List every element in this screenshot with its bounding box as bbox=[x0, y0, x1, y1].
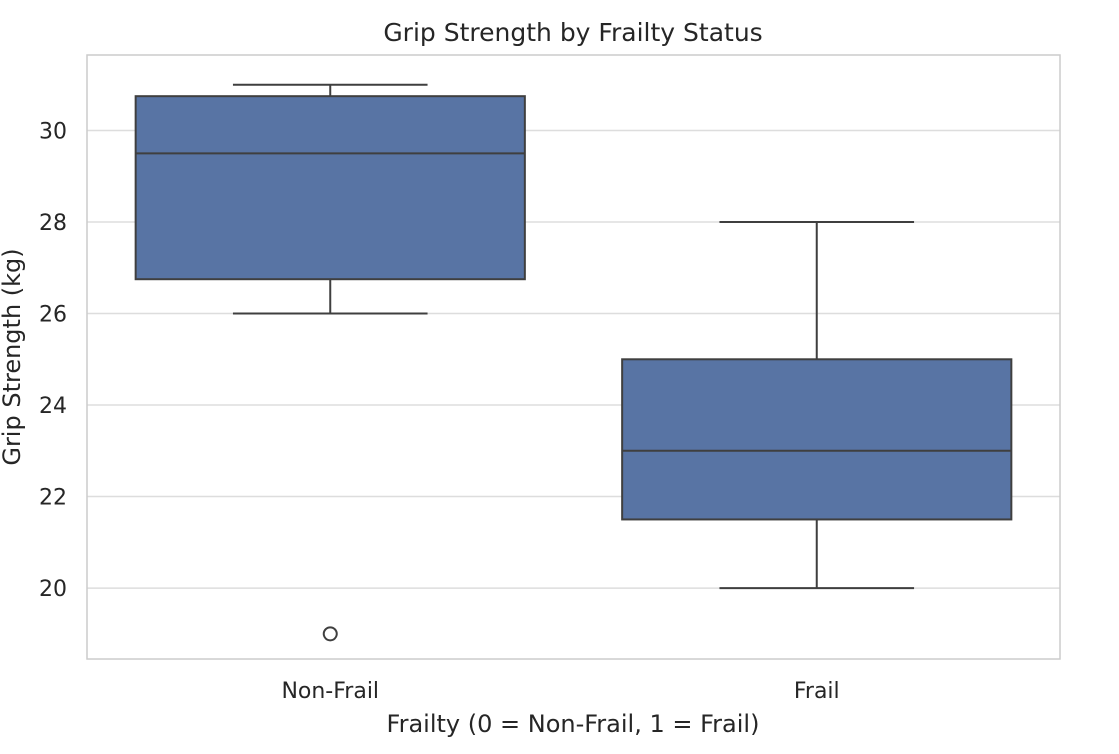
y-tick-label: 20 bbox=[39, 577, 67, 602]
box-iqr bbox=[134, 95, 526, 281]
box-iqr bbox=[621, 358, 1013, 521]
box-group bbox=[134, 83, 526, 642]
boxes bbox=[134, 83, 1013, 642]
y-tick-label: 22 bbox=[39, 486, 67, 511]
chart-title: Grip Strength by Frailty Status bbox=[383, 18, 762, 47]
y-tick-label: 26 bbox=[39, 303, 67, 328]
outlier-point bbox=[322, 626, 338, 642]
x-tick-label: Frail bbox=[794, 679, 840, 704]
y-tick-label: 24 bbox=[39, 394, 67, 419]
y-axis-ticks: 20 22 24 26 28 30 bbox=[39, 120, 67, 603]
y-tick-label: 30 bbox=[39, 120, 67, 145]
x-tick-label: Non-Frail bbox=[281, 679, 379, 704]
y-tick-label: 28 bbox=[39, 211, 67, 236]
x-axis-label: Frailty (0 = Non-Frail, 1 = Frail) bbox=[387, 710, 760, 738]
y-axis-label: Grip Strength (kg) bbox=[0, 248, 26, 465]
plot-area-frame bbox=[86, 54, 1061, 660]
x-axis-ticks: Non-Frail Frail bbox=[281, 679, 839, 704]
box-group bbox=[621, 221, 1013, 590]
